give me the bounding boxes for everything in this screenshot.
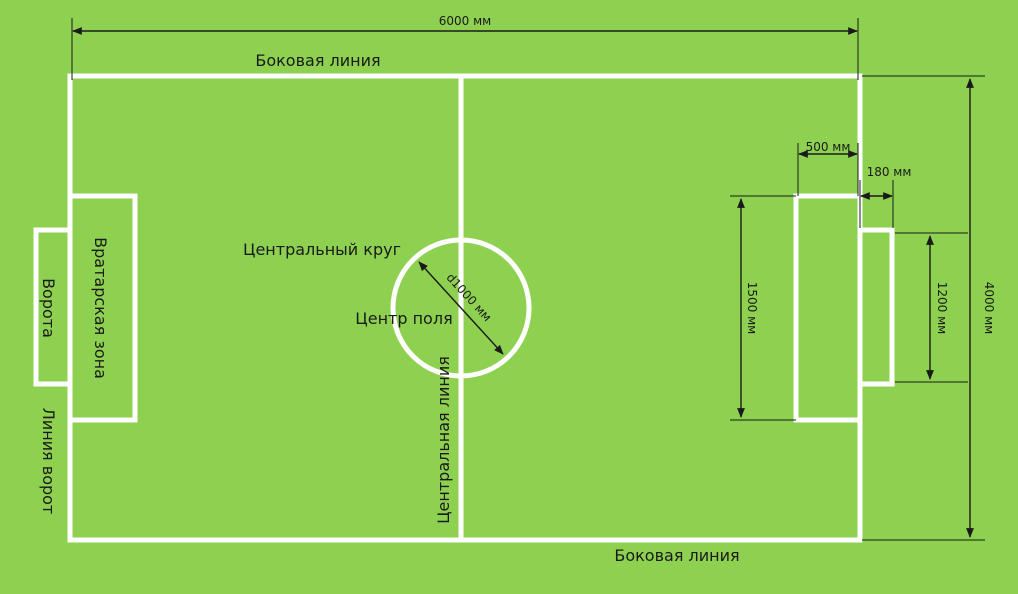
field-lines — [33, 73, 895, 543]
goal-area-width-label: 1500 мм — [745, 282, 759, 334]
dimension-arrows — [72, 27, 974, 538]
goal-line-label: Линия ворот — [39, 408, 58, 514]
center-line-label: Центральная линия — [434, 356, 453, 524]
goal-area-depth-label: 500 мм — [806, 140, 851, 154]
right-goal-area — [793, 193, 863, 423]
extension-lines — [71, 18, 985, 541]
goal-area-label: Вратарская зона — [91, 237, 110, 379]
field-length-label: 6000 мм — [439, 14, 491, 28]
left-goal — [33, 227, 73, 387]
goal-width-label: 1200 мм — [935, 282, 949, 334]
goal-depth-label: 180 мм — [867, 165, 912, 179]
sideline-bottom-label: Боковая линия — [614, 546, 739, 565]
center-circle — [390, 237, 532, 379]
field-width-label: 4000 мм — [982, 282, 996, 334]
sideline-top-label: Боковая линия — [255, 51, 380, 70]
goal-label: Ворота — [39, 278, 58, 338]
center-circle-label: Центральный круг — [243, 240, 401, 259]
right-goal — [857, 227, 895, 387]
circle-diameter-arrow — [418, 261, 504, 355]
center-point-label: Центр поля — [355, 309, 452, 328]
